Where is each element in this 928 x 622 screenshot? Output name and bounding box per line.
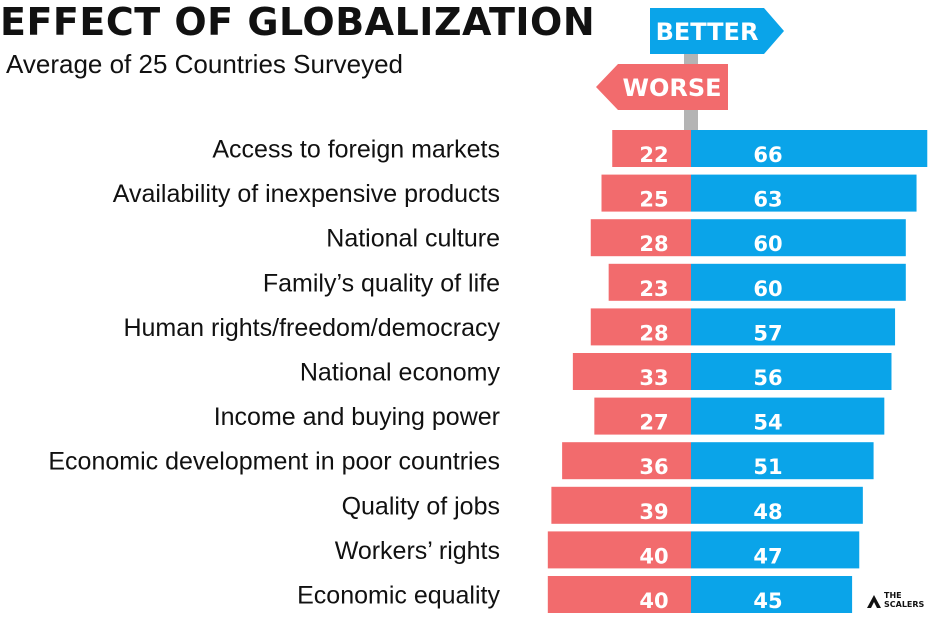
better-bar [691,576,853,613]
worse-sign-label: WORSE [622,74,721,102]
better-bar [691,442,874,480]
bar-row: Human rights/freedom/democracy 28 57 [123,308,896,346]
better-bar [691,263,906,301]
better-value-label: 48 [753,500,782,524]
worse-bar [590,308,691,346]
better-value-label: 60 [753,232,782,256]
bar-row: National culture 28 60 [326,219,906,257]
better-value-label: 66 [753,143,782,167]
better-bar [691,486,863,524]
worse-value-label: 25 [639,188,668,212]
better-bar [691,531,860,569]
category-label: Quality of jobs [342,492,500,520]
better-bar [691,308,896,346]
logo-text: THE SCALERS [884,591,924,609]
chart-subtitle: Average of 25 Countries Surveyed [6,49,403,79]
worse-value-label: 23 [639,277,668,301]
worse-bar [547,531,691,569]
better-value-label: 45 [753,589,782,613]
better-bar [691,397,885,435]
worse-value-label: 39 [639,500,668,524]
worse-value-label: 27 [639,411,668,435]
bar-row: National economy 33 56 [300,353,892,390]
worse-value-label: 28 [639,232,668,256]
category-label: National economy [300,359,501,387]
worse-bar [590,219,691,257]
worse-sign: WORSE [596,64,728,110]
worse-value-label: 40 [639,544,668,568]
bars-group: Access to foreign markets 22 66 Availabilit… [48,130,928,613]
better-value-label: 57 [753,321,782,345]
category-label: Workers’ rights [335,537,500,565]
bar-row: Workers’ rights 40 47 [335,531,860,569]
category-label: Human rights/freedom/democracy [123,314,500,342]
category-label: National culture [326,225,500,253]
worse-value-label: 36 [639,455,668,479]
better-bar [691,130,928,167]
worse-bar [572,353,691,390]
worse-bar [612,130,691,167]
worse-bar [547,576,691,613]
better-value-label: 56 [753,366,782,390]
better-bar [691,353,892,390]
better-sign: BETTER [650,8,784,54]
bar-row: Income and buying power 27 54 [214,397,885,435]
worse-bar [601,174,691,212]
worse-bar [608,263,691,301]
scalers-logo: THE SCALERS [866,590,926,612]
bar-row: Economic equality 40 45 [297,576,853,613]
logo-line-1: THE [884,591,902,600]
better-value-label: 51 [753,455,782,479]
bar-row: Availability of inexpensive products 25 63 [113,174,917,212]
worse-value-label: 33 [639,366,668,390]
better-value-label: 60 [753,277,782,301]
worse-value-label: 22 [639,143,668,167]
worse-value-label: 28 [639,321,668,345]
category-label: Availability of inexpensive products [113,180,500,208]
better-bar [691,174,917,212]
better-sign-shape [650,8,784,54]
worse-bar [562,442,691,480]
logo-mark-icon [867,595,881,608]
category-label: Access to foreign markets [212,136,500,164]
better-value-label: 54 [753,411,782,435]
logo-line-2: SCALERS [884,600,925,609]
bar-row: Economic development in poor countries 36… [48,442,874,480]
category-label: Economic equality [297,582,500,610]
better-value-label: 47 [753,544,782,568]
chart-title: EFFECT OF GLOBALIZATION [0,0,596,44]
worse-sign-shape [596,64,728,110]
better-value-label: 63 [753,188,782,212]
category-label: Income and buying power [214,403,500,431]
worse-bar [551,486,691,524]
worse-bar [594,397,691,435]
category-label: Economic development in poor countries [48,448,500,476]
bar-row: Family’s quality of life 23 60 [263,263,906,301]
worse-value-label: 40 [639,589,668,613]
better-bar [691,219,906,257]
category-label: Family’s quality of life [263,269,500,297]
better-sign-label: BETTER [656,18,759,46]
bar-row: Quality of jobs 39 48 [342,486,863,524]
bar-row: Access to foreign markets 22 66 [212,130,928,167]
